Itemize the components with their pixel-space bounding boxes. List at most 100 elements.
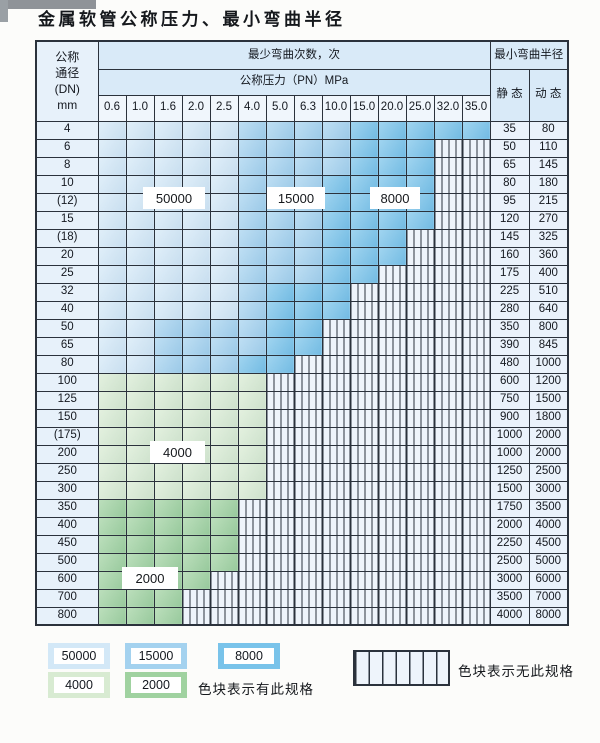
spec-cell: [321, 210, 351, 230]
spec-cell: [237, 264, 267, 284]
spec-cell: [293, 138, 323, 158]
no-spec-cell: [433, 552, 463, 572]
no-spec-cell: [293, 390, 323, 410]
pressure-column-header: 25.0: [405, 94, 435, 122]
spec-cell: [209, 264, 239, 284]
no-spec-cell: [349, 498, 379, 518]
no-spec-cell: [265, 606, 295, 626]
no-spec-cell: [377, 408, 407, 428]
static-radius-cell: 350: [489, 318, 530, 338]
no-spec-cell: [265, 480, 295, 500]
no-spec-cell: [405, 516, 435, 536]
table-row: 50 350 800: [35, 318, 569, 338]
no-spec-cell: [433, 192, 463, 212]
spec-cell: [321, 300, 351, 320]
spec-cell: [209, 210, 239, 230]
no-spec-cell: [461, 516, 491, 536]
spec-cell: [237, 246, 267, 266]
spec-cell: [181, 246, 211, 266]
spec-cell: [293, 318, 323, 338]
table-row: 20 160 360: [35, 246, 569, 266]
dynamic-radius-cell: 2000: [528, 426, 569, 446]
spec-cell: [97, 588, 127, 608]
no-spec-cell: [461, 246, 491, 266]
legend-chip-8000: 8000: [218, 643, 280, 669]
no-spec-cell: [461, 462, 491, 482]
spec-cell: [237, 300, 267, 320]
dynamic-radius-cell: 6000: [528, 570, 569, 590]
spec-cell: [125, 390, 155, 410]
no-spec-cell: [405, 534, 435, 554]
pressure-column-header: 15.0: [349, 94, 379, 122]
table-row: 200 1000 2000: [35, 444, 569, 464]
no-spec-cell: [321, 354, 351, 374]
no-spec-cell: [433, 408, 463, 428]
spec-cell: [377, 228, 407, 248]
spec-cell: [153, 516, 183, 536]
spec-cell: [97, 534, 127, 554]
static-radius-cell: 1000: [489, 426, 530, 446]
spec-cell: [405, 138, 435, 158]
dn-cell: 200: [35, 444, 99, 464]
no-spec-cell: [405, 372, 435, 392]
no-spec-cell: [349, 408, 379, 428]
no-spec-cell: [209, 588, 239, 608]
static-radius-cell: 120: [489, 210, 530, 230]
no-spec-cell: [405, 354, 435, 374]
dynamic-radius-cell: 270: [528, 210, 569, 230]
spec-cell: [153, 408, 183, 428]
no-spec-cell: [321, 408, 351, 428]
spec-cell: [181, 228, 211, 248]
dynamic-radius-cell: 325: [528, 228, 569, 248]
table-row: 500 2500 5000: [35, 552, 569, 572]
spec-cell: [237, 192, 267, 212]
legend-chip-15000: 15000: [125, 643, 187, 669]
no-spec-cell: [377, 588, 407, 608]
no-spec-cell: [321, 462, 351, 482]
spec-cell: [209, 138, 239, 158]
no-spec-cell: [349, 336, 379, 356]
spec-cell: [97, 606, 127, 626]
table-row: (175) 1000 2000: [35, 426, 569, 446]
no-spec-cell: [349, 390, 379, 410]
no-spec-cell: [433, 480, 463, 500]
no-spec-cell: [433, 336, 463, 356]
no-spec-cell: [433, 318, 463, 338]
no-spec-cell: [405, 570, 435, 590]
no-spec-cell: [349, 552, 379, 572]
header-dynamic: 动 态: [528, 68, 569, 122]
no-spec-cell: [461, 354, 491, 374]
no-spec-cell: [405, 336, 435, 356]
spec-cell: [181, 336, 211, 356]
no-spec-cell: [237, 588, 267, 608]
spec-cell: [97, 174, 127, 194]
legend-chip-50000: 50000: [48, 643, 110, 669]
dn-cell: 450: [35, 534, 99, 554]
spec-cell: [349, 246, 379, 266]
spec-cell: [125, 282, 155, 302]
spec-cell: [153, 552, 183, 572]
spec-cell: [349, 228, 379, 248]
dn-cell: 400: [35, 516, 99, 536]
table-row: 300 1500 3000: [35, 480, 569, 500]
static-radius-cell: 2000: [489, 516, 530, 536]
spec-cell: [125, 336, 155, 356]
no-spec-cell: [405, 264, 435, 284]
dn-cell: 350: [35, 498, 99, 518]
no-spec-cell: [377, 336, 407, 356]
spec-cell: [125, 516, 155, 536]
pressure-column-header: 1.6: [153, 94, 183, 122]
no-spec-cell: [209, 570, 239, 590]
spec-cell: [153, 354, 183, 374]
legend-chip-label: 50000: [54, 648, 104, 664]
no-spec-cell: [461, 390, 491, 410]
legend-no-spec-text: 色块表示无此规格: [458, 664, 574, 679]
spec-cell: [181, 390, 211, 410]
spec-cell: [461, 120, 491, 140]
spec-cell: [97, 246, 127, 266]
no-spec-cell: [433, 210, 463, 230]
static-radius-cell: 1000: [489, 444, 530, 464]
no-spec-cell: [377, 426, 407, 446]
no-spec-cell: [461, 228, 491, 248]
dynamic-radius-cell: 3500: [528, 498, 569, 518]
